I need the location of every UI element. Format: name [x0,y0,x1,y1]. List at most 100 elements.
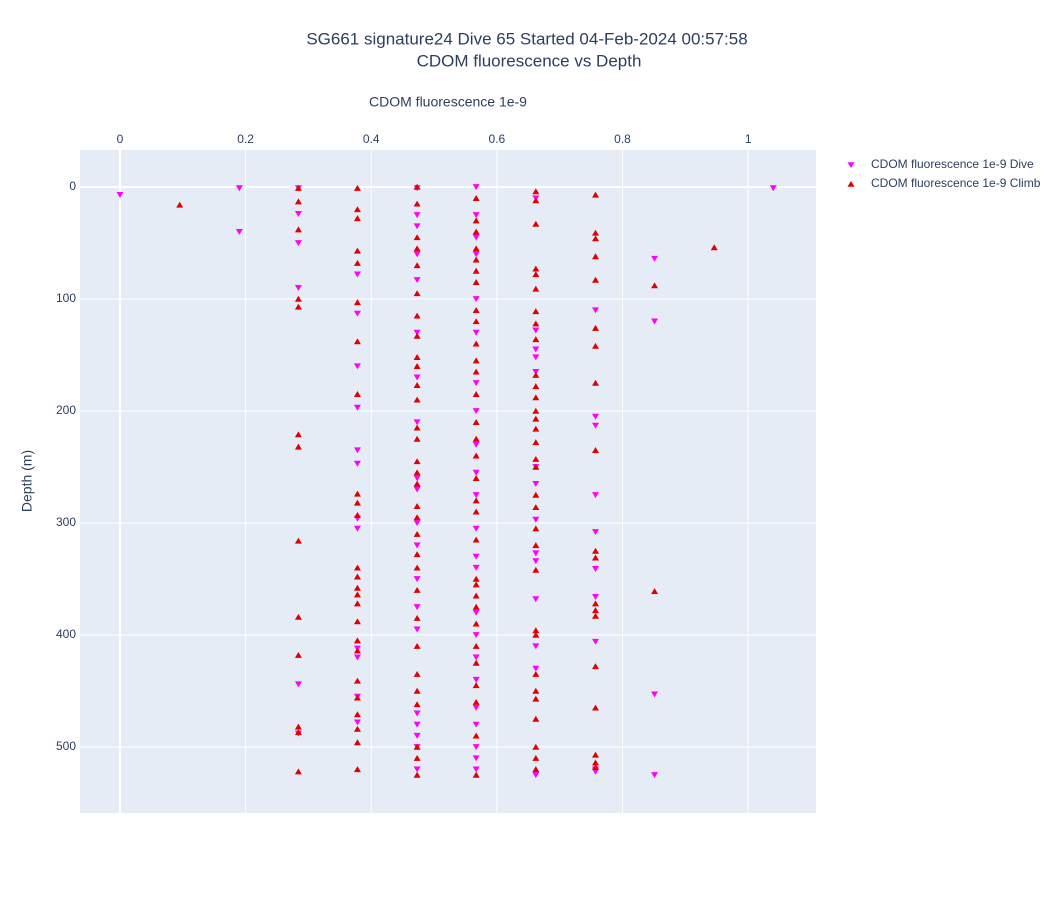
point [532,455,540,462]
point [353,490,361,497]
point [592,594,600,601]
point [294,226,302,233]
point [532,354,540,361]
point [592,663,600,670]
point [472,452,480,459]
point [413,245,421,252]
point [472,766,480,773]
point [413,374,421,381]
point [592,492,600,499]
point [472,525,480,532]
point [472,592,480,599]
point [472,469,480,476]
point [353,184,361,191]
point [413,382,421,388]
point [592,307,600,314]
point [413,542,421,549]
x-tick-label: 0 [117,132,124,146]
point [413,234,421,241]
point [472,184,480,191]
point [472,368,480,375]
point [592,763,600,770]
point [413,766,421,773]
point [413,551,421,558]
point [472,245,480,252]
point [413,710,421,717]
point [413,564,421,571]
point [353,460,361,467]
point [353,564,361,571]
point [294,768,302,775]
point [413,626,421,633]
point [413,183,421,190]
point [592,324,600,331]
point [353,511,361,518]
point [413,687,421,694]
point [472,390,480,397]
point [472,228,480,235]
point [532,695,540,702]
point [592,566,600,573]
point [532,491,540,498]
point [472,408,480,415]
point [472,603,480,610]
point [592,342,600,349]
point [532,743,540,750]
point [651,255,659,262]
point [532,346,540,353]
point [532,550,540,557]
point [413,520,421,527]
point [294,284,302,291]
point [413,354,421,360]
point [472,251,480,258]
point [592,612,600,619]
legend-marker [847,162,855,169]
point [353,271,361,278]
x-tick-label: 1 [745,132,752,146]
y-tick-label: 300 [56,515,76,529]
point [235,228,243,235]
point [413,586,421,593]
point [532,336,540,343]
point [353,591,361,598]
point [353,247,361,254]
point [472,732,480,739]
point [472,435,480,442]
point [532,368,540,375]
legend-label: CDOM fluorescence 1e-9 Dive [871,157,1034,171]
point [651,282,659,289]
point [413,514,421,521]
point [472,698,480,705]
point [532,643,540,650]
legend: CDOM fluorescence 1e-9 Dive CDOM fluoresc… [847,157,1041,190]
point [413,670,421,677]
point [532,188,540,195]
point [294,729,302,736]
chart-subtitle: CDOM fluorescence vs Depth [417,51,642,70]
point [413,290,421,297]
point [592,422,600,429]
point [472,704,480,711]
point [294,295,302,302]
point [592,704,600,711]
point [413,642,421,649]
point [592,600,600,607]
point [353,525,361,532]
point [592,547,600,554]
point [353,725,361,732]
point [472,441,480,448]
point [413,754,421,761]
point [413,604,421,611]
point [532,383,540,390]
point [353,310,361,317]
point [413,424,421,431]
point [532,665,540,672]
point [532,631,540,638]
point [472,632,480,639]
point [413,262,421,269]
point [532,558,540,565]
x-tick-label: 0.4 [363,132,380,146]
point [413,419,421,426]
point [353,338,361,345]
